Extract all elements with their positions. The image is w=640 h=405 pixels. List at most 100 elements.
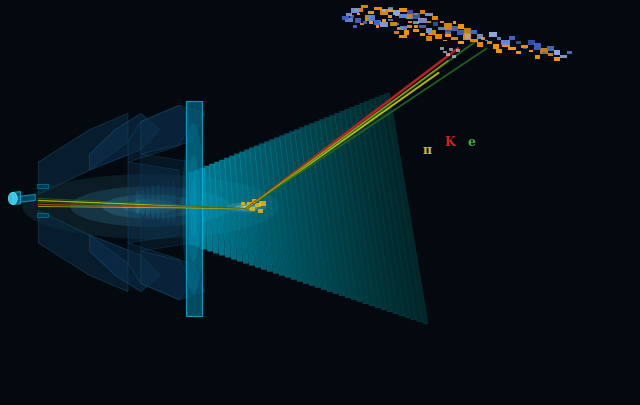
Bar	[433, 22, 438, 26]
Polygon shape	[141, 154, 192, 251]
Bar	[496, 49, 502, 53]
Bar	[406, 10, 413, 14]
Bar	[344, 18, 353, 22]
Bar	[554, 50, 559, 55]
Bar	[508, 47, 516, 50]
Ellipse shape	[150, 196, 156, 218]
Bar	[382, 9, 386, 12]
Bar	[394, 31, 399, 34]
Bar	[388, 15, 392, 17]
Bar	[554, 57, 560, 61]
Bar	[367, 15, 376, 21]
Polygon shape	[128, 162, 179, 243]
Bar	[502, 40, 509, 45]
Bar	[342, 16, 349, 20]
Bar	[443, 40, 447, 41]
Ellipse shape	[136, 203, 165, 210]
Polygon shape	[200, 168, 207, 249]
Polygon shape	[230, 156, 243, 261]
Bar	[412, 13, 420, 19]
Bar	[487, 41, 492, 44]
Ellipse shape	[145, 196, 150, 217]
Ellipse shape	[243, 207, 250, 208]
Bar	[426, 28, 432, 32]
Bar	[395, 23, 399, 26]
Bar	[470, 30, 477, 34]
Polygon shape	[269, 140, 291, 277]
Ellipse shape	[240, 206, 253, 209]
Bar	[440, 21, 444, 23]
Bar	[350, 15, 354, 18]
Polygon shape	[355, 105, 392, 312]
Bar	[414, 25, 418, 28]
Bar	[381, 19, 387, 22]
Bar	[516, 51, 521, 54]
Bar	[394, 13, 399, 15]
Bar	[426, 36, 431, 41]
Bar	[407, 25, 412, 28]
Bar	[356, 13, 360, 15]
Bar	[351, 8, 359, 13]
Bar	[399, 35, 407, 38]
Polygon shape	[38, 113, 128, 194]
Bar	[354, 8, 363, 12]
Bar	[419, 25, 426, 28]
Bar	[463, 33, 472, 40]
Polygon shape	[374, 97, 416, 320]
Polygon shape	[259, 144, 278, 273]
Polygon shape	[294, 130, 321, 288]
Ellipse shape	[135, 198, 140, 215]
Polygon shape	[128, 105, 192, 162]
Polygon shape	[285, 134, 308, 284]
Bar	[509, 36, 515, 40]
Bar	[458, 41, 464, 44]
Bar	[399, 14, 407, 18]
Bar	[380, 9, 388, 15]
Bar	[355, 18, 362, 23]
Bar	[404, 30, 409, 34]
Polygon shape	[225, 158, 237, 259]
Ellipse shape	[189, 179, 197, 238]
Ellipse shape	[145, 187, 150, 218]
Bar	[390, 22, 397, 26]
Bar	[420, 10, 425, 14]
Polygon shape	[340, 111, 374, 306]
Polygon shape	[349, 107, 386, 310]
Bar	[493, 44, 499, 49]
Polygon shape	[380, 95, 422, 322]
Bar	[451, 37, 458, 40]
Polygon shape	[195, 170, 200, 247]
Bar	[432, 16, 438, 21]
Bar	[420, 33, 425, 36]
Polygon shape	[204, 166, 212, 251]
Polygon shape	[324, 117, 356, 300]
Polygon shape	[90, 113, 160, 170]
Bar	[408, 21, 412, 23]
Bar	[470, 39, 477, 42]
Polygon shape	[37, 213, 48, 217]
Bar	[540, 48, 548, 53]
Polygon shape	[186, 101, 202, 316]
Bar	[559, 55, 567, 58]
Polygon shape	[250, 148, 266, 269]
Polygon shape	[141, 251, 205, 300]
Polygon shape	[220, 160, 230, 257]
Bar	[445, 32, 451, 37]
Bar	[541, 52, 547, 53]
Bar	[516, 41, 521, 44]
Ellipse shape	[156, 194, 161, 219]
Bar	[258, 209, 263, 213]
Bar	[477, 34, 483, 39]
Polygon shape	[315, 122, 344, 296]
Polygon shape	[360, 103, 398, 314]
Bar	[427, 21, 431, 23]
Polygon shape	[214, 162, 225, 255]
Bar	[484, 40, 488, 41]
Text: K: K	[445, 136, 456, 149]
Polygon shape	[234, 154, 248, 263]
Polygon shape	[209, 164, 218, 253]
Polygon shape	[275, 138, 296, 279]
Text: π: π	[422, 144, 431, 157]
Bar	[440, 47, 444, 50]
Bar	[388, 7, 392, 9]
